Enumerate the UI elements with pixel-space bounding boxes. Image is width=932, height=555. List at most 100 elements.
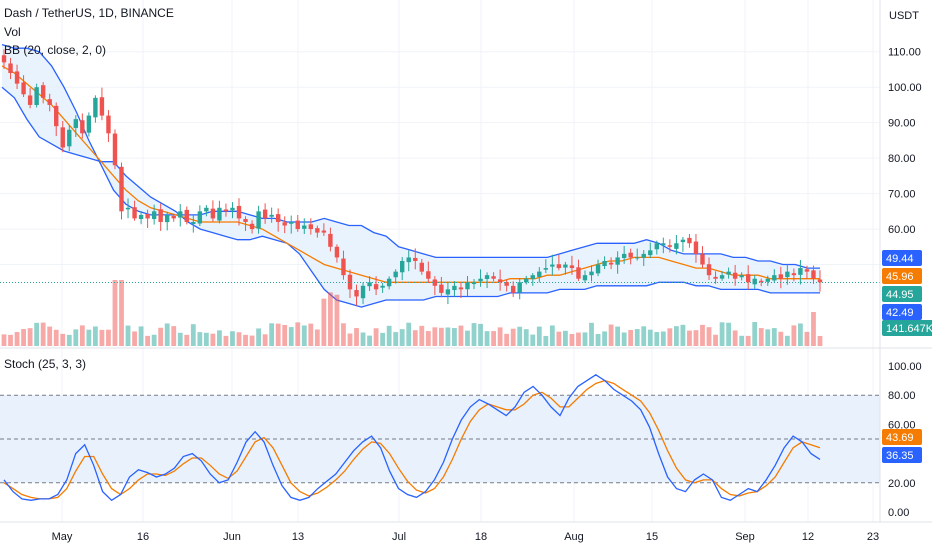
volume-bar: [478, 323, 483, 346]
volume-bar: [158, 327, 164, 346]
price-tag: [882, 304, 922, 320]
candle-body: [452, 285, 457, 291]
candle-body: [785, 271, 790, 278]
volume-bar: [210, 333, 216, 346]
candle-body: [93, 97, 98, 118]
volume-bar: [615, 326, 621, 346]
volume-bar: [680, 324, 686, 346]
volume-bar: [530, 334, 536, 346]
candle-body: [432, 279, 438, 286]
candle-body: [282, 222, 287, 226]
volume-bar: [282, 324, 288, 346]
volume-bar: [471, 323, 477, 346]
candle-body: [217, 207, 222, 221]
bb-legend: BB (20, close, 2, 0): [4, 43, 107, 57]
time-tick-label: Sep: [735, 531, 755, 543]
candle-body: [262, 209, 268, 219]
volume-bar: [817, 335, 823, 346]
volume-bar: [230, 331, 235, 346]
volume-bar: [452, 328, 457, 346]
volume-bar: [445, 327, 451, 346]
candle-body: [680, 239, 686, 243]
candle-body: [223, 209, 229, 212]
candle-body: [615, 257, 620, 265]
price-tag-label: 49.44: [886, 253, 914, 265]
volume-bar: [791, 325, 797, 346]
time-tick-label: 15: [646, 531, 658, 543]
candle-body: [197, 211, 203, 224]
volume-bar: [687, 330, 692, 346]
candle-body: [60, 127, 65, 148]
volume-bar: [765, 329, 771, 346]
volume-bar: [510, 328, 516, 346]
candle-body: [732, 272, 738, 279]
time-tick-label: Jun: [223, 531, 241, 543]
volume-bar: [432, 327, 438, 346]
price-tag-label: 141.647K: [886, 323, 932, 335]
candle-body: [719, 275, 725, 279]
candle-body: [641, 253, 646, 258]
stoch-tick-label: 100.00: [888, 361, 922, 373]
volume-bar: [386, 325, 392, 346]
price-tick-label: 60.00: [888, 224, 916, 236]
volume-bar: [99, 329, 105, 346]
price-tick-label: 80.00: [888, 153, 916, 165]
volume-bar: [569, 333, 575, 346]
volume-bar: [21, 329, 26, 346]
candle-body: [510, 285, 516, 293]
candle-body: [471, 282, 477, 285]
candle-body: [400, 260, 405, 273]
candle-body: [693, 241, 699, 254]
candle-body: [184, 209, 189, 222]
volume-bar: [811, 312, 816, 346]
time-tick-label: 16: [137, 531, 149, 543]
volume-bar: [504, 333, 510, 346]
volume-bar: [647, 329, 653, 346]
volume-bar: [256, 328, 261, 346]
bollinger-bands: [1, 43, 820, 308]
price-tick-label: 90.00: [888, 118, 916, 130]
volume-bar: [203, 332, 209, 346]
candle-body: [125, 207, 131, 210]
candle-body: [667, 245, 673, 247]
price-tag: [882, 250, 922, 266]
candle-body: [517, 282, 522, 293]
volume-bar: [60, 333, 66, 346]
candle-body: [40, 85, 46, 98]
volume-bar: [556, 331, 562, 346]
candle-body: [367, 282, 372, 287]
candle-body: [158, 209, 163, 222]
time-tick-label: 12: [802, 531, 814, 543]
candle-body: [563, 264, 568, 268]
candle-body: [191, 221, 196, 225]
candle-body: [478, 278, 483, 282]
volume-bar: [595, 333, 601, 346]
volume-bar: [92, 326, 98, 346]
candle-body: [334, 246, 340, 258]
candle-body: [380, 285, 385, 288]
volume-bar: [171, 326, 177, 346]
volume-bar: [739, 335, 745, 346]
candle-body: [171, 215, 176, 219]
volume-bar: [53, 329, 59, 346]
volume-bar: [295, 322, 301, 346]
volume-bar: [589, 322, 594, 346]
volume-bar: [125, 325, 131, 346]
candle-body: [354, 290, 359, 297]
candle-body: [73, 119, 79, 128]
time-tick-label: 18: [475, 531, 487, 543]
candle-body: [635, 257, 640, 259]
time-tick-label: May: [52, 531, 73, 543]
candle-body: [112, 133, 118, 166]
candle-body: [648, 250, 653, 256]
candle-body: [308, 224, 314, 230]
candle-body: [236, 205, 242, 219]
bb-lower-line: [1, 86, 820, 308]
volume-bar: [608, 324, 614, 346]
volume-bar: [275, 323, 281, 346]
candle-body: [439, 284, 444, 293]
candle-body: [791, 273, 797, 276]
candle-body: [315, 228, 320, 233]
